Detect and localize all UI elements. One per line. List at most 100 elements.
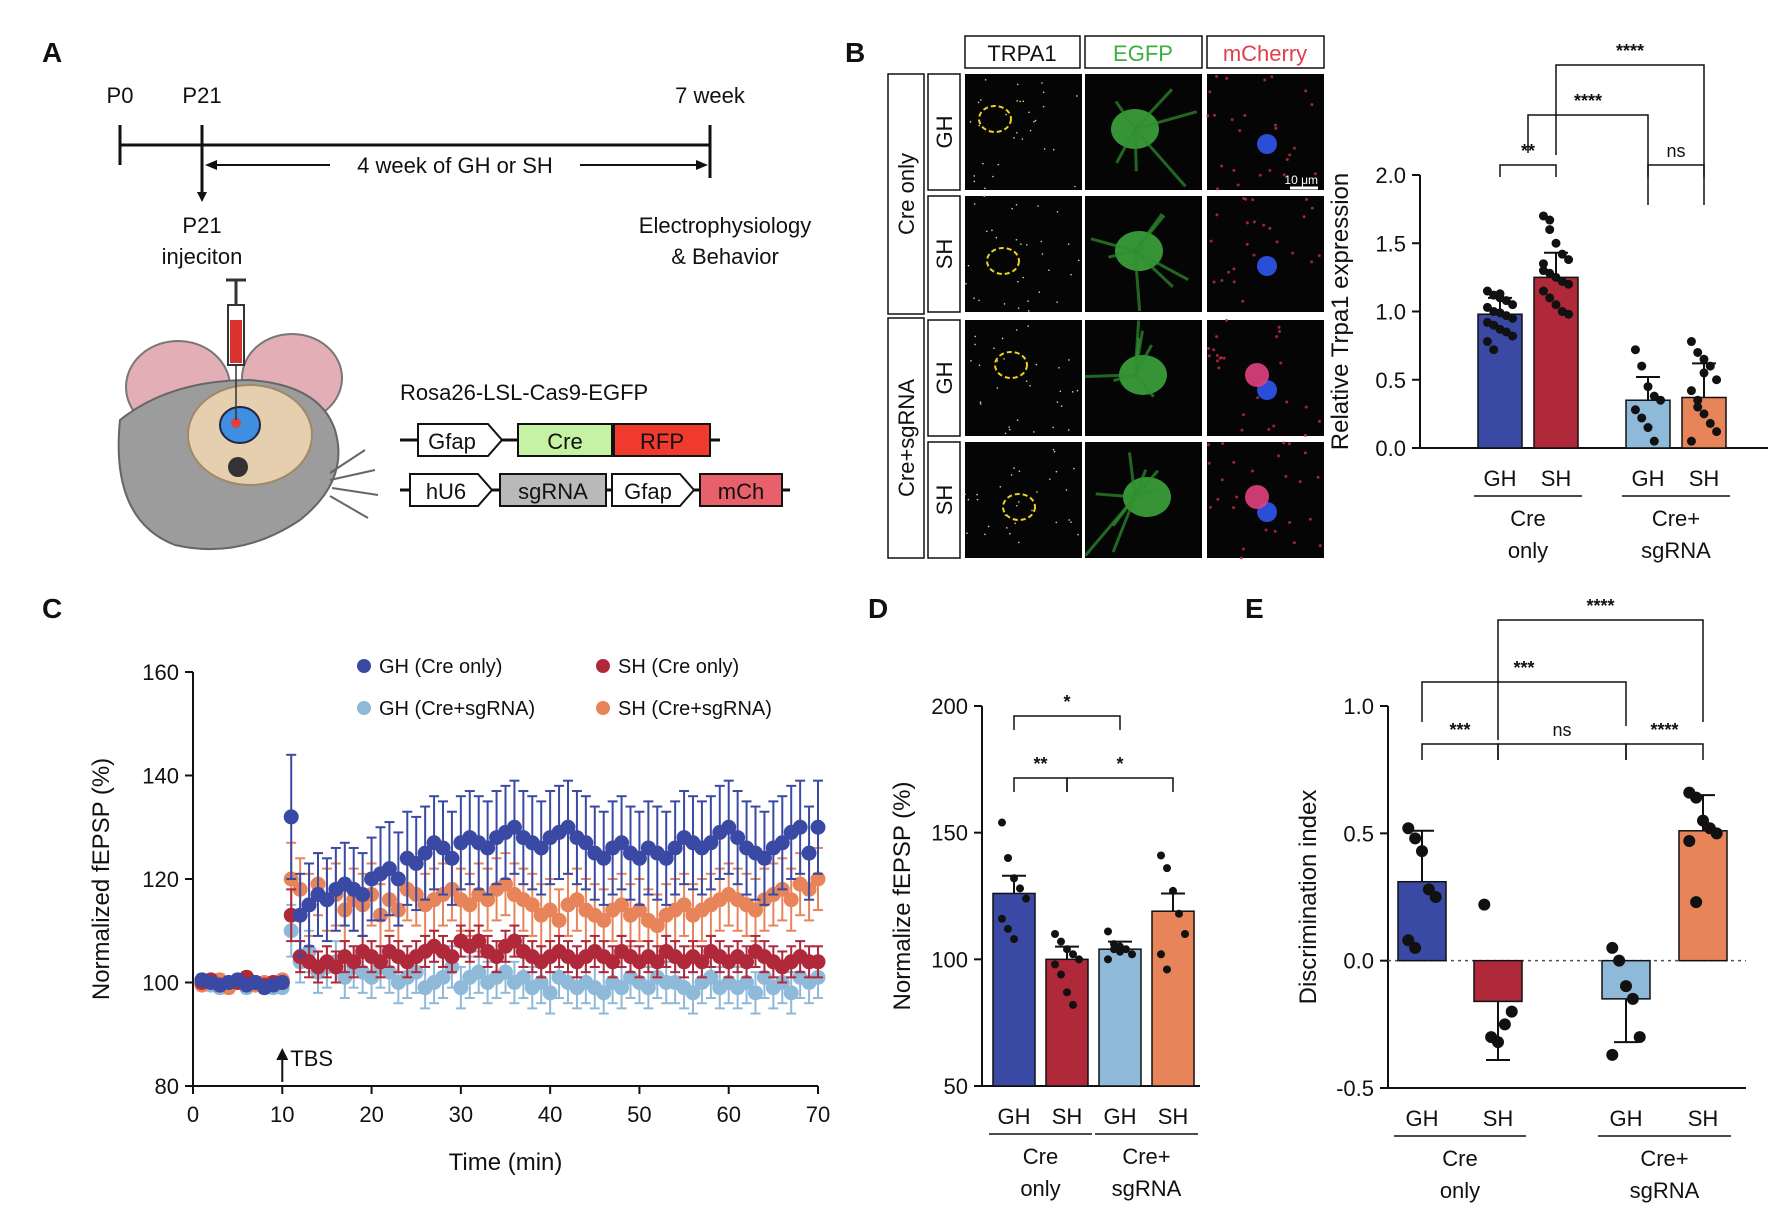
dapi-nucleus <box>1257 256 1277 276</box>
trpa1-puncta <box>1077 533 1079 536</box>
constructs: Rosa26-LSL-Cas9-EGFP Gfap Cre RFP hU6 sg… <box>400 380 790 507</box>
mcherry-puncta <box>1268 168 1272 172</box>
chart-e: -0.5 0.0 0.5 1.0 Discrimination index GH SH GH S… <box>1295 596 1746 1203</box>
egfp-process <box>1133 128 1138 172</box>
trpa1-puncta <box>979 403 982 405</box>
mcherry-puncta <box>1305 197 1309 201</box>
trpa1-puncta <box>1016 100 1018 102</box>
trpa1-puncta <box>1018 541 1020 544</box>
egfp-process <box>1133 469 1159 498</box>
trpa1-puncta <box>1042 105 1045 108</box>
data-point <box>1057 970 1065 979</box>
mcherry-puncta <box>1209 239 1213 243</box>
group-label: only <box>1508 538 1548 563</box>
mcherry-puncta <box>1292 146 1296 150</box>
bar <box>992 892 1036 1087</box>
data-point <box>1699 409 1709 419</box>
gene-mch <box>699 473 783 507</box>
promoter-gfap-2 <box>611 473 696 507</box>
trpa1-puncta <box>1029 384 1031 387</box>
trpa1-puncta <box>1070 521 1072 523</box>
mcherry-puncta <box>1216 497 1220 501</box>
data-point <box>533 840 549 856</box>
mcherry-puncta <box>1236 183 1240 187</box>
gene-rfp-label: RFP <box>640 429 684 454</box>
mouse-eye <box>228 457 248 477</box>
trpa1-puncta <box>1016 504 1018 507</box>
data-point <box>1557 249 1567 259</box>
mcherry-cell <box>1245 485 1269 509</box>
data-point <box>551 912 567 928</box>
data-point <box>810 954 826 970</box>
mcherry-puncta <box>1220 164 1224 168</box>
data-point <box>1175 909 1183 918</box>
data-point <box>1409 832 1422 845</box>
trpa1-puncta <box>1068 519 1071 521</box>
data-point <box>1104 927 1112 936</box>
mcherry-puncta <box>1258 173 1262 177</box>
mcherry-puncta <box>1217 366 1221 370</box>
data-point <box>1613 954 1626 967</box>
trpa1-puncta <box>1008 426 1010 428</box>
mcherry-puncta <box>1292 541 1296 545</box>
trpa1-puncta <box>1006 527 1008 529</box>
mcherry-puncta <box>1230 118 1234 122</box>
data-point <box>810 871 826 887</box>
data-point <box>283 809 299 825</box>
egfp-process <box>1133 374 1155 398</box>
legend-marker <box>596 701 610 715</box>
span-label: 4 week of GH or SH <box>357 153 553 178</box>
trpa1-puncta <box>1015 238 1018 241</box>
data-point <box>1128 950 1136 959</box>
trpa1-puncta <box>1008 428 1011 431</box>
mcherry-puncta <box>1279 361 1283 365</box>
group-label: sgRNA <box>1630 1178 1700 1203</box>
mcherry-puncta <box>1238 129 1242 133</box>
mcherry-puncta <box>1284 474 1288 478</box>
trpa1-puncta <box>1031 509 1033 512</box>
data-point <box>435 969 451 985</box>
data-point <box>1697 814 1709 827</box>
mcherry-puncta <box>1235 495 1239 499</box>
chart-d: 50 100 150 200 Normalize fEPSP (%) GH SH GH SH Cr… <box>889 692 1200 1201</box>
data-point <box>381 861 397 877</box>
trpa1-puncta <box>1027 325 1030 327</box>
trpa1-puncta <box>1034 119 1037 122</box>
span-arrow-left-head <box>205 160 217 170</box>
data-point <box>1538 259 1548 269</box>
trpa1-puncta <box>987 525 990 528</box>
trpa1-puncta <box>970 360 972 362</box>
y-axis-title: Normalized fEPSP (%) <box>88 758 115 1000</box>
span-label-bg <box>330 150 580 180</box>
data-point <box>1492 1036 1504 1049</box>
trpa1-puncta <box>1025 244 1028 246</box>
mcherry-puncta <box>1215 187 1219 191</box>
data-point <box>605 954 621 970</box>
cell-outline <box>1002 493 1036 521</box>
micrograph-1-0 <box>965 196 1082 312</box>
trpa1-puncta <box>978 364 981 367</box>
header-trpa1-box <box>964 35 1081 69</box>
significance-bracket <box>1555 64 1705 205</box>
mcherry-cell <box>1245 363 1269 387</box>
mcherry-puncta <box>1276 454 1280 458</box>
data-point <box>301 897 317 913</box>
trpa1-puncta <box>1020 243 1022 245</box>
data-point <box>1051 960 1059 969</box>
mcherry-puncta <box>1232 280 1236 284</box>
x-tick-label: 10 <box>270 1102 294 1127</box>
y-tick-label: -0.5 <box>1336 1076 1374 1101</box>
data-point <box>1551 238 1561 248</box>
trpa1-puncta <box>984 187 986 190</box>
mcherry-puncta <box>1244 197 1248 201</box>
trpa1-puncta <box>1052 426 1055 429</box>
trpa1-puncta <box>1058 367 1060 369</box>
significance-bracket <box>1527 114 1649 205</box>
trpa1-puncta <box>1022 276 1025 279</box>
row-label-box-4 <box>927 441 961 559</box>
data-point <box>1683 834 1696 847</box>
mcherry-puncta <box>1303 433 1307 437</box>
data-point <box>792 819 808 835</box>
data-point <box>1626 992 1639 1005</box>
data-point <box>337 969 353 985</box>
